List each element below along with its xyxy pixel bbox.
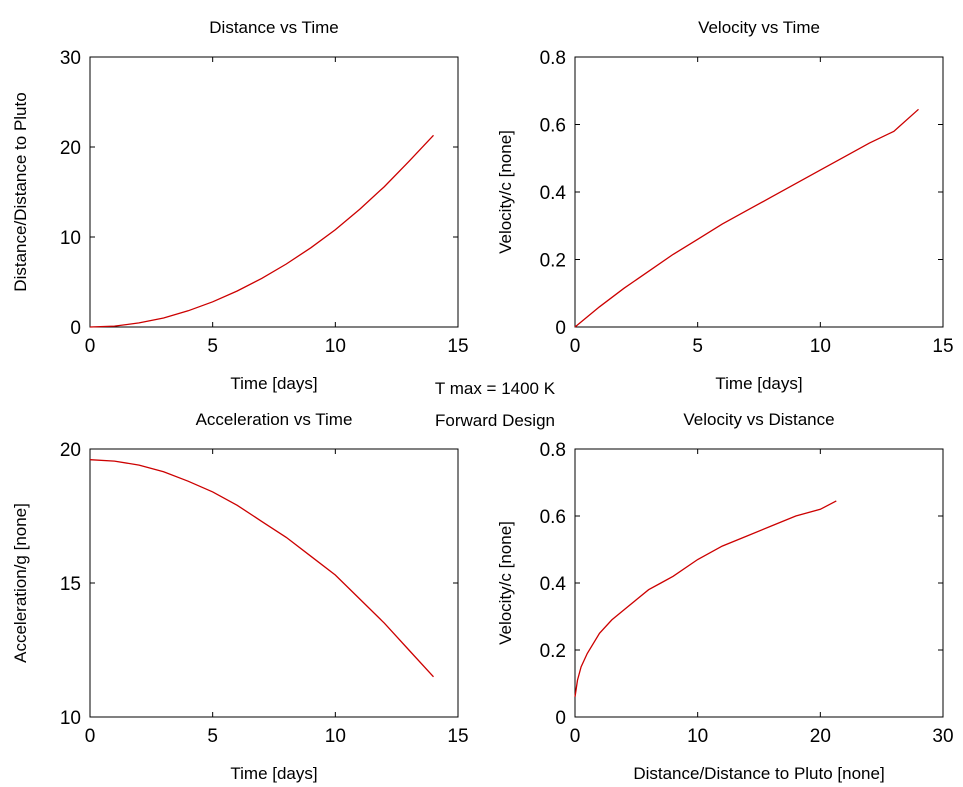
chart-4-xtick-label: 0 — [570, 726, 581, 747]
subplot-3: 0 5 10 15 10 15 20 Acceleration vs Time Time [da… — [11, 410, 469, 783]
chart-4-ytick-label: 0.8 — [540, 440, 566, 461]
chart-3-ytick-label: 15 — [60, 574, 81, 595]
subplot-2: 0 5 10 15 0 0.2 0.4 0.6 0.8 Velocity vs Time Time … — [496, 18, 954, 393]
chart-2-xtick-label: 10 — [810, 336, 831, 357]
chart-2-xtick-label: 0 — [570, 336, 581, 357]
chart-4-series-line — [574, 500, 837, 697]
subplot-4: 0 10 20 30 0 0.2 0.4 0.6 0.8 Velocity vs Distance… — [496, 410, 954, 783]
chart-2-ytick-label: 0.2 — [540, 251, 566, 272]
chart-3-xtick-label: 5 — [207, 726, 218, 747]
chart-3-axes-box — [89, 448, 459, 718]
chart-1-xtick-label: 10 — [325, 336, 346, 357]
chart-3-xlabel: Time [days] — [230, 764, 317, 783]
chart-2-axes-box — [574, 56, 944, 328]
figure-suptitle-line-1: T max = 1400 K — [435, 379, 556, 398]
chart-2-xlabel: Time [days] — [715, 374, 802, 393]
chart-1-ytick-label: 20 — [60, 138, 81, 159]
chart-1-ytick-label: 10 — [60, 228, 81, 249]
chart-4-axes-box — [574, 448, 944, 718]
chart-1-xtick-label: 0 — [85, 336, 96, 357]
chart-3-xtick-label: 10 — [325, 726, 346, 747]
chart-1-ytick-label: 0 — [70, 318, 81, 339]
chart-1-xtick-label: 5 — [207, 336, 218, 357]
figure-suptitle-line-2: Forward Design — [435, 411, 555, 430]
chart-4-ylabel: Velocity/c [none] — [496, 521, 515, 645]
chart-2-ytick-label: 0.6 — [540, 116, 566, 137]
chart-2-xtick-label: 15 — [932, 336, 953, 357]
chart-1-xtick-label: 15 — [447, 336, 468, 357]
subplot-1: 0 5 10 15 0 10 20 30 Distance vs Time Time [days]… — [11, 18, 469, 393]
chart-3-ytick-label: 20 — [60, 440, 81, 461]
chart-4-xtick-label: 20 — [810, 726, 831, 747]
chart-1-ytick-label: 30 — [60, 48, 81, 69]
chart-4-title: Velocity vs Distance — [683, 410, 834, 429]
chart-4-ytick-label: 0.4 — [540, 574, 567, 595]
chart-2-ytick-label: 0 — [555, 318, 566, 339]
chart-1-series-line — [89, 134, 434, 328]
chart-4-xtick-label: 30 — [932, 726, 953, 747]
chart-3-xtick-label: 15 — [447, 726, 468, 747]
chart-2-xtick-label: 5 — [692, 336, 703, 357]
chart-4-xlabel: Distance/Distance to Pluto [none] — [633, 764, 884, 783]
chart-3-ylabel: Acceleration/g [none] — [11, 503, 30, 663]
chart-3-ytick-label: 10 — [60, 708, 81, 729]
chart-4-ytick-label: 0.6 — [540, 507, 566, 528]
chart-2-series-line — [574, 108, 919, 328]
chart-2-ytick-label: 0.8 — [540, 48, 566, 69]
chart-1-xlabel: Time [days] — [230, 374, 317, 393]
chart-4-xtick-label: 10 — [687, 726, 708, 747]
chart-1-axes-box — [89, 56, 459, 328]
chart-2-ylabel: Velocity/c [none] — [496, 130, 515, 254]
chart-2-ytick-label: 0.4 — [540, 183, 567, 204]
chart-1-ylabel: Distance/Distance to Pluto — [11, 92, 30, 291]
chart-3-xtick-label: 0 — [85, 726, 96, 747]
chart-4-ytick-label: 0 — [555, 708, 566, 729]
chart-2-title: Velocity vs Time — [698, 18, 820, 37]
chart-4-ytick-label: 0.2 — [540, 641, 566, 662]
chart-1-title: Distance vs Time — [209, 18, 338, 37]
chart-3-title: Acceleration vs Time — [196, 410, 353, 429]
chart-3-series-line — [89, 459, 434, 678]
